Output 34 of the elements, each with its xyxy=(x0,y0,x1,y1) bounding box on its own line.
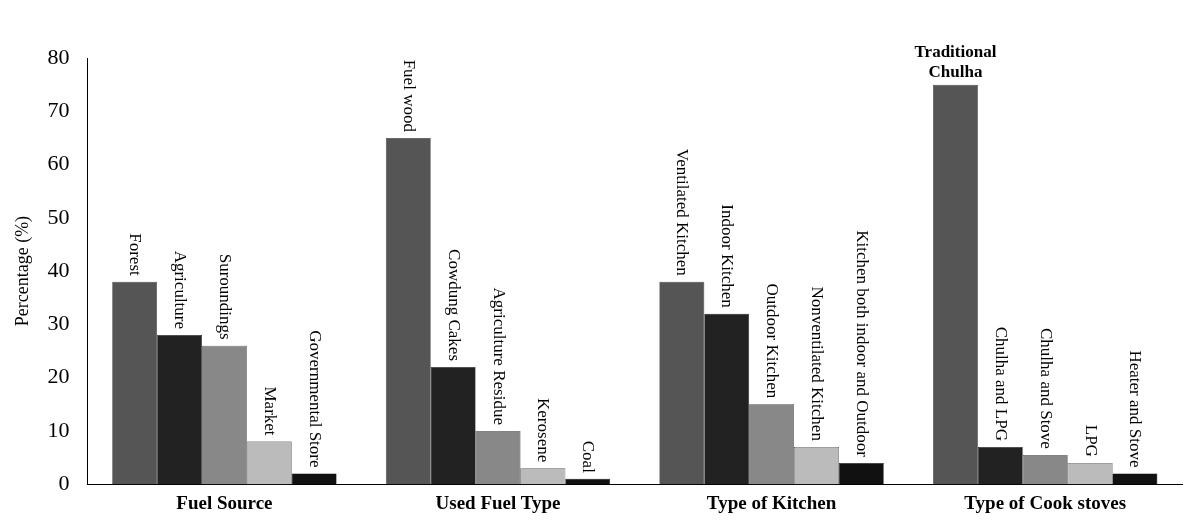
y-axis-title: Percentage (%) xyxy=(11,215,33,327)
y-tick-label: 10 xyxy=(47,416,70,442)
y-tick-label: 20 xyxy=(47,363,70,389)
y-tick-label: 60 xyxy=(47,150,70,176)
x-tick-label: Type of Cook stoves xyxy=(964,491,1127,513)
x-tick-label: Type of Kitchen xyxy=(706,491,837,513)
y-tick-label: 0 xyxy=(58,469,70,495)
annotation: LPG xyxy=(1081,424,1101,457)
x-tick-label: Used Fuel Type xyxy=(435,491,561,513)
annotation: Heater and Stove xyxy=(1126,350,1146,468)
y-tick-label: 50 xyxy=(47,203,70,229)
annotation: Market xyxy=(260,386,280,436)
annotation: Governmental Store xyxy=(305,330,325,468)
x-tick-label: Fuel Source xyxy=(176,491,273,513)
annotation: Kerosene xyxy=(534,398,554,463)
y-tick-label: 70 xyxy=(47,97,70,123)
y-tick-label: 40 xyxy=(47,256,70,282)
y-tick-label: 30 xyxy=(47,310,70,336)
annotation: Agriculture Residue xyxy=(489,287,509,425)
annotation: Chulha and LPG xyxy=(991,326,1011,441)
annotation: Agriculture xyxy=(171,250,191,330)
annotation: Fuel wood xyxy=(399,59,419,133)
annotation: Outdoor Kitchen xyxy=(763,283,783,399)
annotation: Forest xyxy=(126,233,146,277)
annotation: Coal xyxy=(579,440,599,474)
annotation: Ventilated Kitchen xyxy=(673,148,693,277)
annotation: Nonventilated Kitchen xyxy=(808,286,827,442)
annotation: Cowdung Cakes xyxy=(444,249,464,362)
annotation: Suroundings xyxy=(215,253,235,340)
annotation: Indoor Kitchen xyxy=(718,204,738,309)
annotation: Kitchen both indoor and Outdoor xyxy=(852,230,872,458)
annotation: Traditional Chulha xyxy=(914,41,997,81)
y-tick-label: 80 xyxy=(47,43,70,69)
annotation: Chulha and Stove xyxy=(1036,328,1056,449)
